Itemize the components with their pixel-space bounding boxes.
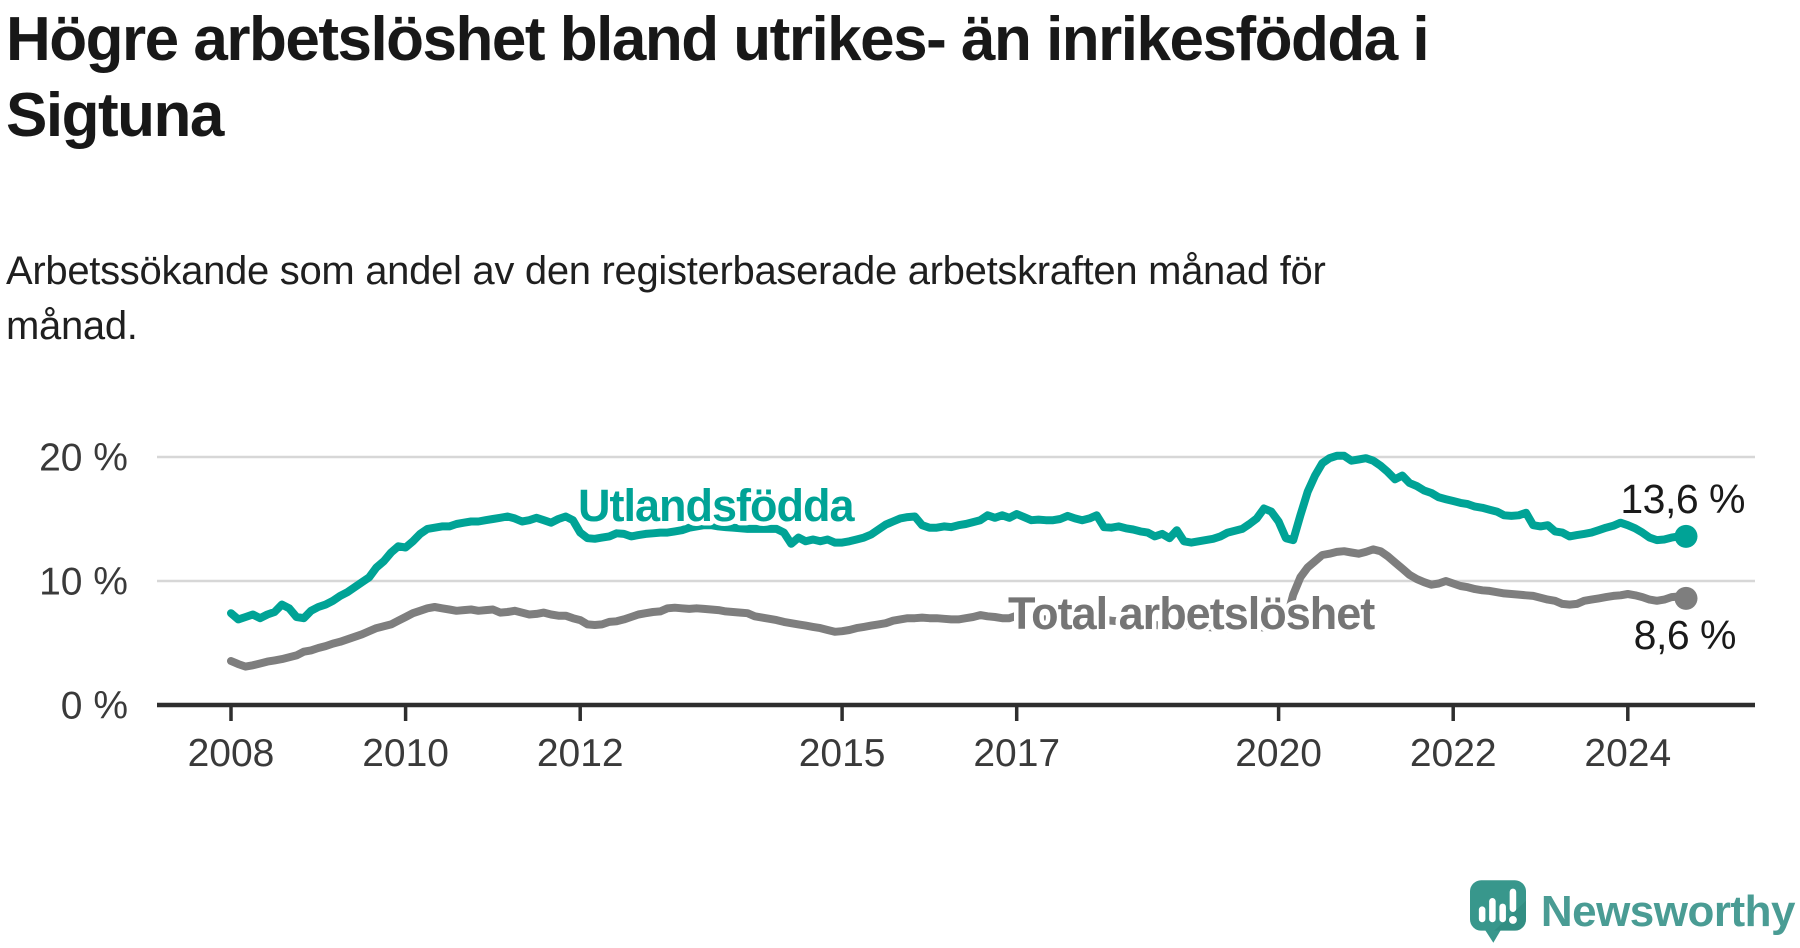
x-axis-ticks: 2008 2010 2012 2015 2017 2020 2022 2024 [188,707,1671,775]
series-utlandsfodda-end-dot [1674,524,1698,548]
x-axis-label-2022: 2022 [1410,732,1497,775]
newsworthy-logo: Newsworthy [1469,880,1796,944]
series-total-arbetsloshet-end-dot [1674,586,1698,610]
y-axis-label-10: 10 % [39,561,128,604]
y-axis-label-0: 0 % [61,685,128,728]
x-axis-label-2008: 2008 [188,732,275,775]
x-axis-label-2015: 2015 [799,732,886,775]
newsworthy-logo-text: Newsworthy [1540,887,1796,936]
newsworthy-logo-icon [1469,880,1526,943]
chart-title-line2: Sigtuna [6,81,224,150]
gridlines [157,455,1755,583]
chart-subtitle-line2: månad. [6,304,138,348]
x-axis-label-2020: 2020 [1235,732,1322,775]
x-axis-label-2017: 2017 [973,732,1060,775]
chart-subtitle: Arbetssökande som andel av den registerb… [6,244,1686,354]
series-total-arbetsloshet-end-value: 8,6 % [1634,612,1736,658]
x-axis-label-2024: 2024 [1584,732,1671,775]
chart-subtitle-line1: Arbetssökande som andel av den registerb… [6,249,1326,293]
logo-barchart-icon [1478,888,1517,924]
series-utlandsfodda-end-value: 13,6 % [1620,476,1745,522]
series-utlandsfodda-label: Utlandsfödda [578,480,855,531]
x-axis-label-2010: 2010 [362,732,449,775]
series-utlandsfodda-line [227,451,1690,624]
logo-bubble-tail [1482,926,1503,943]
series-total-arbetsloshet-line [227,545,1690,671]
x-axis-label-2012: 2012 [537,732,624,775]
chart-title-line1: Högre arbetslöshet bland utrikes- än inr… [6,5,1430,74]
series-total-arbetsloshet-label: Total arbetslöshet [1008,588,1375,639]
y-axis-labels: 0 % 10 % 20 % [39,437,128,728]
chart-title: Högre arbetslöshet bland utrikes- än inr… [6,2,1566,154]
y-axis-label-20: 20 % [39,437,128,480]
